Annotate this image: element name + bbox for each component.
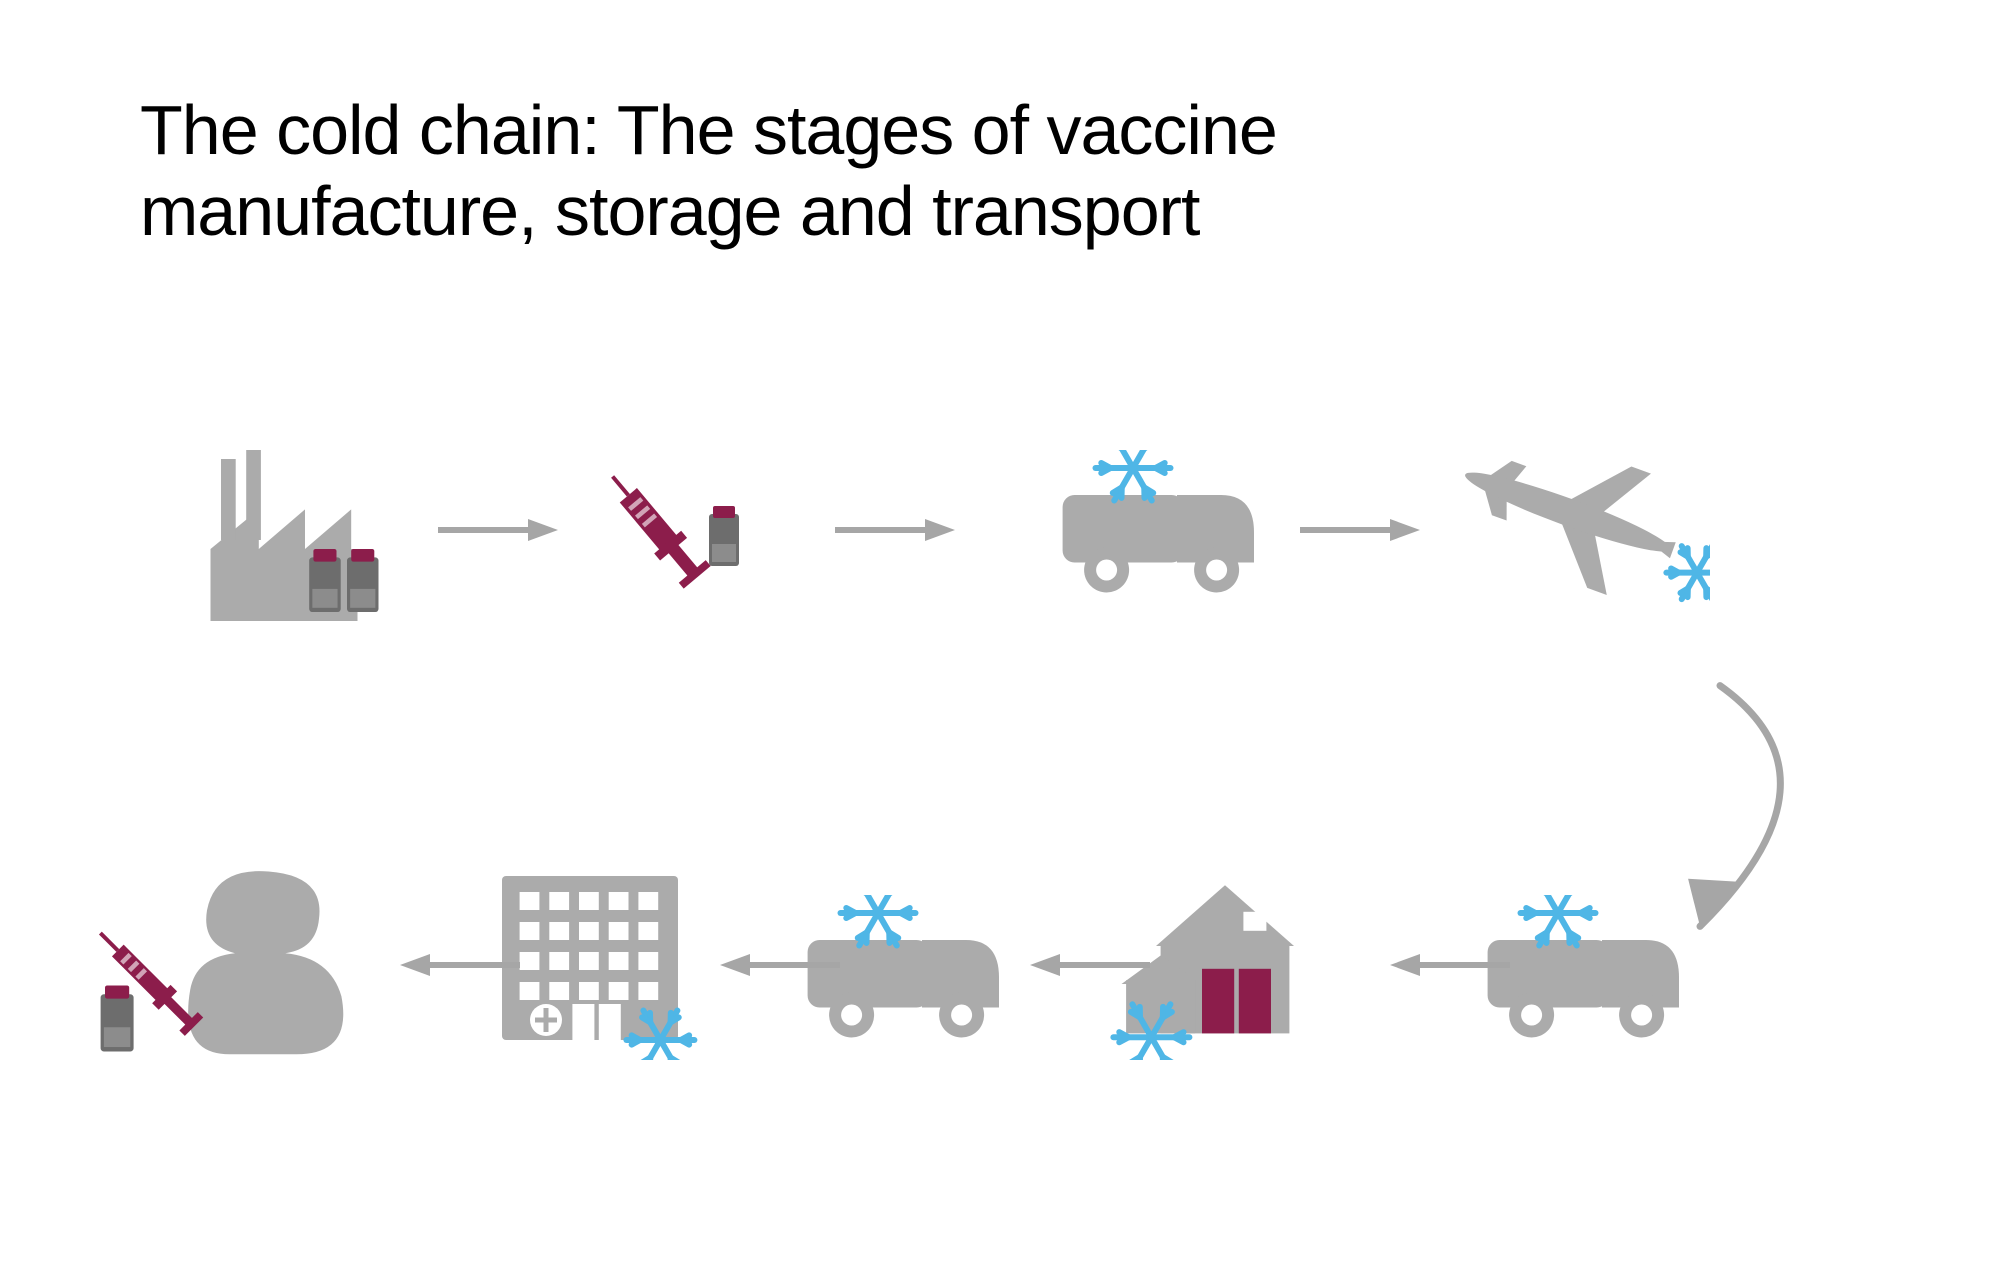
arrow-icon — [1300, 517, 1420, 548]
arrow-icon — [720, 952, 840, 983]
factory-icon — [200, 450, 410, 630]
arrow-curve-icon — [1660, 680, 1860, 965]
arrow-icon — [1030, 952, 1150, 983]
patient-icon — [95, 850, 375, 1065]
page-title: The cold chain: The stages of vaccine ma… — [140, 90, 1540, 251]
cold-truck-icon — [1045, 450, 1265, 600]
arrow-icon — [400, 952, 520, 983]
diagram-stage: The cold chain: The stages of vaccine ma… — [0, 0, 2000, 1262]
arrow-icon — [438, 517, 558, 548]
arrow-icon — [1390, 952, 1510, 983]
arrow-icon — [835, 517, 955, 548]
plane-icon — [1450, 440, 1710, 610]
syringe-vial-icon — [590, 450, 760, 610]
